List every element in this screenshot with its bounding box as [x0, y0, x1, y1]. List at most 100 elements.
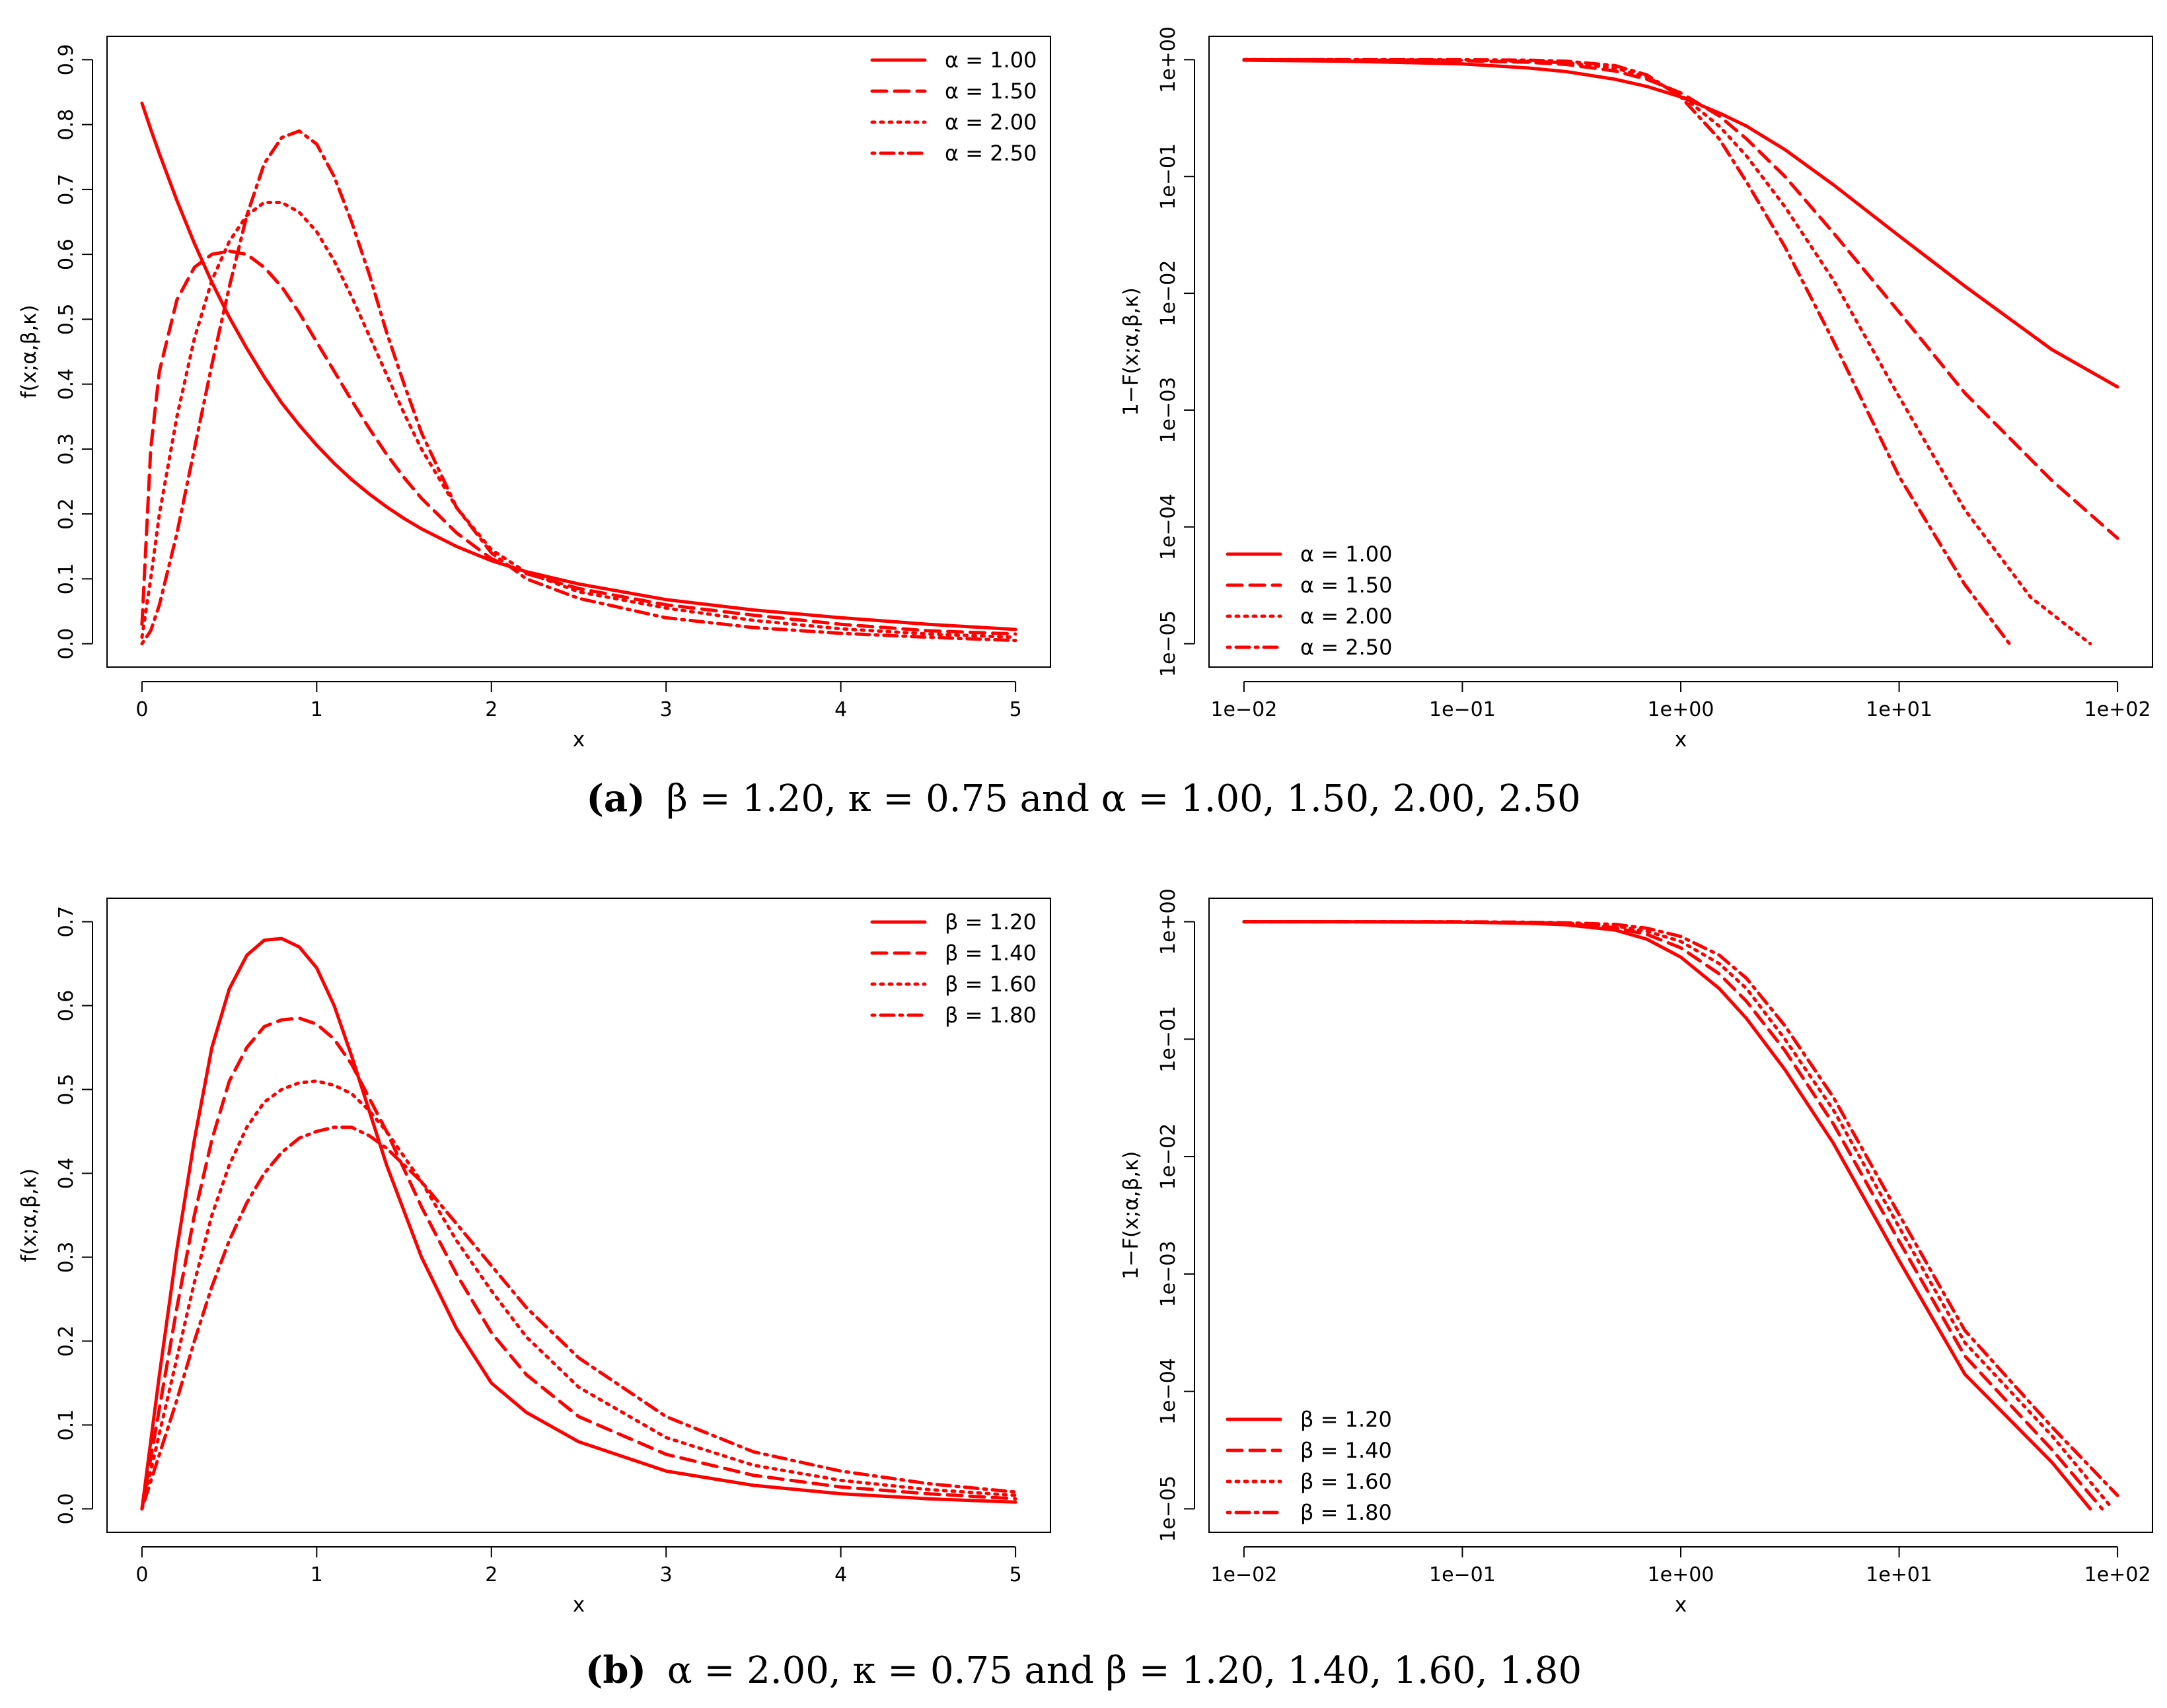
chart-a-pdf-legend-label-3: α = 2.00: [945, 110, 1037, 135]
chart-a-survival-legend: α = 1.00 α = 1.50 α = 2.00 α = 2.50: [1226, 542, 1393, 660]
chart-b-pdf-x-axis-title: x: [573, 1593, 585, 1617]
chart-b-survival-series: [1242, 920, 2119, 1511]
caption-b-label: (b): [585, 1649, 646, 1692]
chart-a-pdf-legend-label-2: α = 1.50: [945, 79, 1037, 104]
chart-a-survival-y-axis-title: 1−F(x;α,β,κ): [1119, 287, 1143, 416]
chart-a-pdf-y-tick-label: 0.7: [55, 174, 78, 205]
chart-b-pdf-plot-frame: [106, 898, 1051, 1533]
chart-a-survival-series: [1242, 57, 2119, 646]
caption-a-text: β = 1.20, κ = 0.75 and α = 1.00, 1.50, 2…: [666, 777, 1580, 820]
chart-b-survival-y-axis: 1e−05 1e−04 1e−03 1e−02 1e−01 1e+00 1−F(x;α,β,…: [1119, 888, 1195, 1542]
chart-b-survival-x-tick-label: 1e−01: [1429, 1563, 1496, 1586]
chart-b-pdf-y-axis-title: f(x;α,β,κ): [17, 1168, 41, 1262]
chart-b-survival-x-tick-label: 1e−02: [1210, 1563, 1277, 1586]
chart-a-pdf-y-tick-label: 0.2: [55, 498, 78, 530]
chart-b-pdf-x-tick-label: 0: [135, 1563, 148, 1586]
chart-b-survival-legend-label-1: β = 1.20: [1300, 1407, 1392, 1432]
chart-a-survival-legend-label-2: α = 1.50: [1300, 573, 1393, 598]
chart-b-survival-legend-label-3: β = 1.60: [1300, 1469, 1392, 1494]
chart-a-pdf-x-tick-label: 3: [660, 698, 673, 721]
chart-b-pdf-y-tick-label: 0.4: [55, 1158, 78, 1190]
chart-a-pdf-y-tick-label: 0.8: [55, 109, 78, 141]
chart-b-pdf-x-tick-label: 4: [834, 1563, 847, 1586]
chart-a-survival-plot-frame: [1208, 36, 2153, 668]
chart-b-pdf-x-tick-label: 5: [1010, 1563, 1022, 1586]
chart-b-survival-x-tick-label: 1e+00: [1648, 1563, 1714, 1586]
chart-b-pdf-series-line-2: [140, 1016, 1017, 1511]
chart-a-pdf-series-line-4: [140, 129, 1017, 646]
chart-b-pdf-y-tick-label: 0.3: [55, 1242, 78, 1273]
caption-a-label: (a): [586, 777, 645, 820]
chart-a-survival-legend-label-1: α = 1.00: [1300, 542, 1393, 567]
chart-a-pdf-y-tick-label: 0.0: [55, 628, 78, 660]
chart-a-survival-series-line-4: [1242, 57, 2011, 646]
chart-a-pdf-y-tick-label: 0.1: [55, 563, 78, 595]
chart-b-pdf-y-tick-label: 0.6: [55, 990, 78, 1022]
chart-b-survival-series-line-4: [1242, 920, 2119, 1497]
chart-a-survival-x-tick-label: 1e−02: [1210, 698, 1277, 721]
chart-b-survival: 1e−02 1e−01 1e+00 1e+01 1e+02x1e−051e−041e−0…: [1119, 888, 2153, 1617]
chart-a-survival-y-tick-label: 1e−02: [1157, 260, 1180, 327]
chart-b-pdf-series-line-1: [140, 937, 1017, 1511]
chart-b-pdf-legend-label-1: β = 1.20: [945, 909, 1037, 935]
chart-a-survival-x-tick-label: 1e−01: [1429, 698, 1496, 721]
chart-b-survival-legend-label-4: β = 1.80: [1300, 1500, 1392, 1525]
caption-b-text: α = 2.00, κ = 0.75 and β = 1.20, 1.40, 1…: [667, 1649, 1582, 1692]
chart-b-survival-y-tick-label: 1e−04: [1157, 1358, 1180, 1425]
chart-b-survival-y-tick-label: 1e−05: [1157, 1476, 1180, 1542]
chart-a-pdf-y-tick-label: 0.3: [55, 433, 78, 465]
chart-b-survival-y-axis-title: 1−F(x;α,β,κ): [1119, 1151, 1143, 1280]
chart-a-survival-y-tick-label: 1e+00: [1157, 26, 1180, 93]
chart-b-pdf-y-tick-label: 0.5: [55, 1074, 78, 1106]
svg-text:(a) β = 1.20, κ = 0.75 a: (a) β = 1.20, κ = 0.75 and α = 1.00, 1.5…: [586, 777, 1580, 820]
chart-a-pdf-legend: α = 1.00 α = 1.50 α = 2.00 α = 2.50: [870, 48, 1037, 166]
chart-b-pdf-x-tick-label: 3: [660, 1563, 673, 1586]
chart-a-survival-y-axis: 1e−05 1e−04 1e−03 1e−02 1e−01 1e+00 1−F(x;α,β,…: [1119, 26, 1195, 677]
chart-b-pdf-y-tick-label: 0.7: [55, 906, 78, 938]
chart-a-pdf-y-tick-label: 0.9: [55, 44, 78, 76]
chart-b-pdf-legend-label-3: β = 1.60: [945, 972, 1037, 997]
chart-b-pdf: 0 1 2 3 4 5 x 0.0 0.1 0.2 0.3 0.4 0.5 0.6 0.7 f(x;α,β,κ…: [17, 898, 1051, 1617]
chart-b-survival-plot-frame: [1208, 898, 2153, 1533]
chart-a-survival-x-tick-label: 1e+00: [1648, 698, 1714, 721]
chart-a-pdf-series-line-2: [140, 249, 1017, 636]
chart-a-pdf-x-axis: 0 1 2 3 4 5 x: [135, 681, 1022, 752]
chart-b-survival-y-tick-label: 1e−03: [1157, 1240, 1180, 1307]
chart-a-survival-y-tick-label: 1e−04: [1157, 493, 1180, 560]
chart-a-survival: 1e−02 1e−01 1e+00 1e+01 1e+02x1e−051e−041e−0…: [1119, 26, 2153, 752]
caption-b: (b) α = 2.00, κ = 0.75 and β = 1.20, 1.4…: [585, 1649, 1582, 1692]
chart-a-pdf-x-tick-label: 1: [311, 698, 323, 721]
chart-a-pdf-y-axis-title: f(x;α,β,κ): [17, 304, 41, 398]
chart-a-survival-legend-label-4: α = 2.50: [1300, 635, 1393, 660]
chart-b-pdf-x-axis: 0 1 2 3 4 5 x: [135, 1546, 1022, 1617]
chart-a-pdf-legend-label-1: α = 1.00: [945, 48, 1037, 73]
chart-a-survival-x-tick-label: 1e+01: [1866, 698, 1932, 721]
chart-b-survival-y-tick-label: 1e−01: [1157, 1006, 1180, 1073]
chart-b-survival-y-tick-label: 1e−02: [1157, 1123, 1180, 1190]
chart-a-pdf-plot-frame: [106, 36, 1051, 668]
chart-b-survival-x-axis-title: x: [1675, 1593, 1687, 1617]
chart-a-pdf-series: [140, 101, 1017, 646]
chart-a-pdf-series-line-1: [140, 101, 1017, 631]
chart-a-survival-x-tick-label: 1e+02: [2084, 698, 2151, 721]
chart-a-pdf-legend-label-4: α = 2.50: [945, 141, 1037, 166]
chart-b-pdf-y-tick-label: 0.1: [55, 1409, 78, 1441]
chart-a-pdf-y-axis: 0.0 0.1 0.2 0.3 0.4 0.5 0.6 0.7 0.8 0.9 f(x;α,β,κ): [17, 44, 93, 660]
chart-b-survival-y-tick-label: 1e+00: [1157, 888, 1180, 955]
caption-a: (a) β = 1.20, κ = 0.75 and α = 1.00, 1.5…: [586, 777, 1580, 820]
chart-b-pdf-series-line-3: [140, 1079, 1017, 1511]
svg-text:(b) α = 2.00, κ = 0.75 a: (b) α = 2.00, κ = 0.75 and β = 1.20, 1.4…: [585, 1649, 1582, 1692]
chart-b-pdf-y-tick-label: 0.0: [55, 1493, 78, 1525]
chart-b-pdf-legend-label-2: β = 1.40: [945, 941, 1037, 966]
chart-a-pdf-x-tick-label: 0: [135, 698, 148, 721]
chart-b-survival-x-tick-label: 1e+01: [1866, 1563, 1932, 1586]
chart-a-survival-y-tick-label: 1e−03: [1157, 376, 1180, 443]
chart-b-survival-legend-label-2: β = 1.40: [1300, 1438, 1392, 1463]
chart-b-survival-x-axis: 1e−02 1e−01 1e+00 1e+01 1e+02 x: [1210, 1546, 2151, 1617]
chart-a-pdf-y-tick-label: 0.6: [55, 238, 78, 270]
chart-a-pdf-y-tick-label: 0.5: [55, 304, 78, 336]
chart-a-survival-y-tick-label: 1e−01: [1157, 143, 1180, 210]
chart-a-pdf-x-tick-label: 5: [1010, 698, 1022, 721]
chart-b-pdf-series: [140, 937, 1017, 1511]
